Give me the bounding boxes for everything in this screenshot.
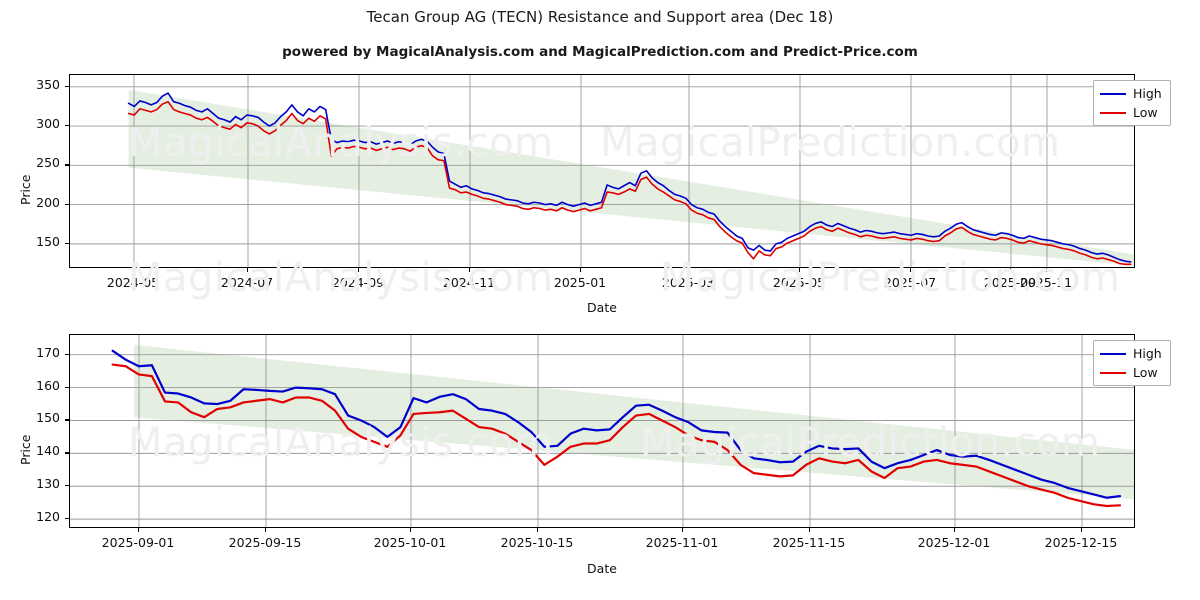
x-axis-tick-mark [954, 528, 956, 532]
x-axis-tick-mark [247, 268, 249, 272]
legend-swatch-low [1100, 371, 1126, 374]
x-axis-tick-label: 2025-11-01 [645, 535, 719, 550]
x-axis-tick-label: 2024-11 [442, 275, 496, 290]
x-axis-tick-label: 2024-07 [220, 275, 274, 290]
x-axis-tick-label: 2025-12-01 [917, 535, 991, 550]
y-axis-tick-label: 150 [36, 233, 60, 249]
overview-y-axis-label: Price [18, 174, 33, 206]
overview-legend: High Low [1093, 80, 1171, 126]
x-axis-tick-label: 2025-09 [983, 275, 1037, 290]
x-axis-tick-label: 2025-10-01 [373, 535, 447, 550]
legend-entry-low: Low [1100, 365, 1162, 380]
legend-entry-high: High [1100, 86, 1162, 101]
y-axis-tick-mark [65, 419, 69, 421]
legend-entry-high: High [1100, 346, 1162, 361]
x-axis-tick-label: 2025-10-15 [500, 535, 574, 550]
x-axis-tick-mark [1081, 528, 1083, 532]
x-axis-tick-label: 2025-09-15 [228, 535, 302, 550]
y-axis-tick-mark [65, 518, 69, 520]
x-axis-tick-label: 2025-12-15 [1044, 535, 1118, 550]
x-axis-tick-mark [265, 528, 267, 532]
x-axis-tick-label: 2025-05 [772, 275, 826, 290]
x-axis-tick-mark [799, 268, 801, 272]
x-axis-tick-label: 2025-11-15 [772, 535, 846, 550]
x-axis-tick-mark [358, 268, 360, 272]
y-axis-tick-label: 130 [36, 476, 60, 492]
y-axis-tick-mark [65, 485, 69, 487]
x-axis-tick-label: 2025-03 [661, 275, 715, 290]
overview-chart-panel [69, 74, 1135, 268]
x-axis-tick-mark [910, 268, 912, 272]
x-axis-tick-mark [1010, 268, 1012, 272]
detail-x-axis-label: Date [587, 561, 617, 576]
legend-label-high: High [1133, 86, 1162, 101]
legend-label-low: Low [1133, 105, 1158, 120]
y-axis-tick-mark [65, 125, 69, 127]
detail-legend: High Low [1093, 340, 1171, 386]
y-axis-tick-mark [65, 164, 69, 166]
legend-swatch-high [1100, 352, 1126, 355]
detail-y-axis-label: Price [18, 434, 33, 466]
y-axis-tick-mark [65, 203, 69, 205]
x-axis-tick-mark [682, 528, 684, 532]
x-axis-tick-label: 2024-09 [331, 275, 385, 290]
page-subtitle: powered by MagicalAnalysis.com and Magic… [282, 44, 918, 60]
x-axis-tick-mark [469, 268, 471, 272]
y-axis-tick-mark [65, 452, 69, 454]
x-axis-tick-mark [809, 528, 811, 532]
legend-label-high: High [1133, 346, 1162, 361]
overview-x-axis-label: Date [587, 300, 617, 315]
x-axis-tick-mark [688, 268, 690, 272]
x-axis-tick-mark [410, 528, 412, 532]
x-axis-tick-mark [580, 268, 582, 272]
y-axis-tick-label: 250 [36, 155, 60, 171]
y-axis-tick-mark [65, 85, 69, 87]
legend-swatch-high [1100, 92, 1126, 95]
y-axis-tick-mark [65, 242, 69, 245]
y-axis-tick-mark [65, 353, 69, 355]
legend-swatch-low [1100, 111, 1126, 114]
overview-plot-area [69, 74, 1135, 268]
x-axis-tick-label: 2025-01 [553, 275, 607, 290]
x-axis-tick-mark [537, 528, 539, 532]
x-axis-tick-mark [1046, 268, 1048, 272]
legend-label-low: Low [1133, 365, 1158, 380]
y-axis-tick-label: 170 [36, 344, 60, 360]
y-axis-tick-label: 140 [36, 443, 60, 459]
y-axis-tick-label: 120 [36, 509, 60, 525]
x-axis-tick-mark [138, 528, 140, 532]
y-axis-tick-mark [65, 386, 69, 388]
legend-entry-low: Low [1100, 105, 1162, 120]
detail-plot-area [69, 334, 1135, 528]
x-axis-tick-label: 2025-11 [1019, 275, 1073, 290]
y-axis-tick-label: 200 [36, 194, 60, 210]
x-axis-tick-mark [133, 268, 135, 272]
x-axis-tick-label: 2024-05 [106, 275, 160, 290]
y-axis-tick-label: 150 [36, 410, 60, 426]
y-axis-tick-label: 300 [36, 116, 60, 132]
y-axis-tick-label: 350 [36, 76, 60, 92]
x-axis-tick-label: 2025-09-01 [101, 535, 175, 550]
page-title: Tecan Group AG (TECN) Resistance and Sup… [366, 8, 834, 26]
x-axis-tick-label: 2025-07 [883, 275, 937, 290]
y-axis-tick-label: 160 [36, 377, 60, 393]
detail-chart-panel [69, 334, 1135, 528]
